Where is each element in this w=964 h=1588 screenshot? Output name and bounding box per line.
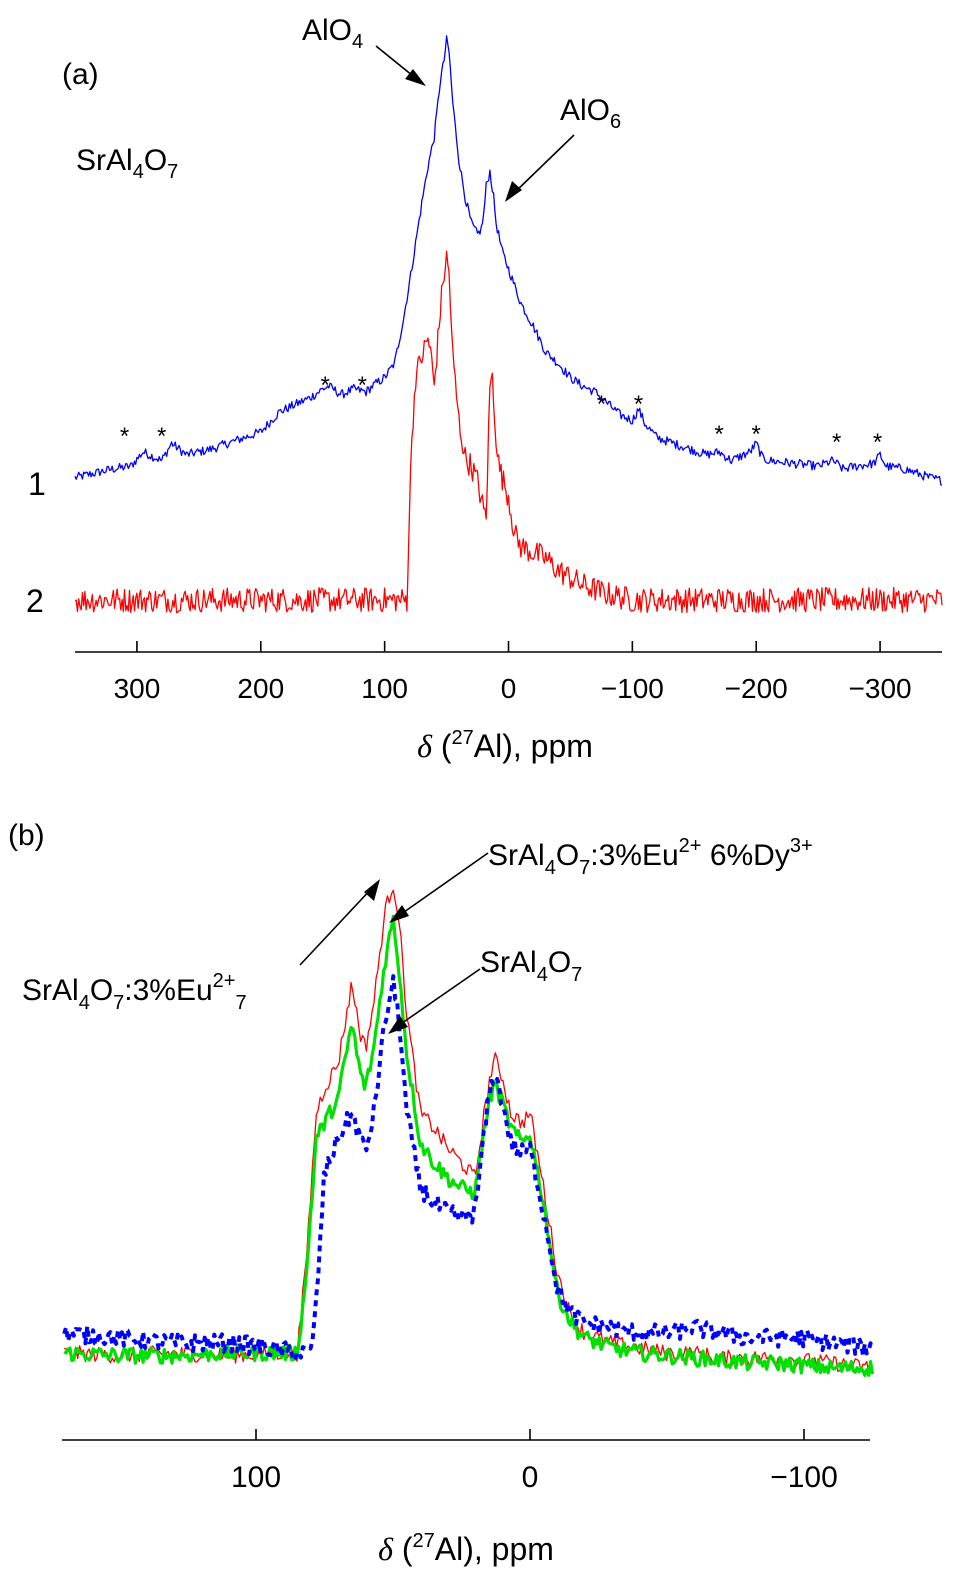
x-tick-label: −100 bbox=[601, 673, 664, 704]
spectrum-a-series-2 bbox=[74, 250, 943, 614]
eu-sample-annotation: SrAl4O7:3%Eu2+7 bbox=[22, 970, 247, 1014]
x-tick-label: 200 bbox=[237, 673, 284, 704]
undoped-sample-annotation: SrAl4O7 bbox=[480, 946, 582, 986]
x-tick-label: 100 bbox=[231, 1461, 281, 1494]
sideband-star: * bbox=[832, 429, 841, 456]
alo6-annotation: AlO6 bbox=[560, 94, 621, 133]
sideband-star: * bbox=[597, 391, 606, 418]
panel-a-label: (a) bbox=[62, 58, 99, 91]
sideband-star: * bbox=[752, 421, 761, 448]
panel-b-x-ticks: 100 0 −100 bbox=[231, 1429, 838, 1494]
alo6-arrow-line bbox=[511, 134, 575, 196]
panel-b-series-group bbox=[62, 889, 875, 1378]
sideband-star: * bbox=[321, 372, 330, 399]
sideband-star: * bbox=[873, 429, 882, 456]
panel-a-x-ticks: 300 200 100 0 −100 −200 −300 bbox=[114, 641, 912, 704]
spectrum-b-series-2 bbox=[63, 914, 875, 1378]
eu-dy-sample-arrow-head bbox=[389, 905, 409, 923]
sideband-star: * bbox=[714, 421, 723, 448]
x-tick-label: 0 bbox=[522, 1461, 539, 1494]
spectrum-b-series-3 bbox=[62, 974, 875, 1363]
x-tick-label: −100 bbox=[770, 1461, 838, 1494]
eu-sample-arrow-line bbox=[299, 886, 374, 966]
panel-a-x-axis-label: δ (27Al), ppm bbox=[417, 727, 593, 764]
panel-b-label: (b) bbox=[8, 819, 45, 852]
panel-b-x-axis-label: δ (27Al), ppm bbox=[378, 1530, 554, 1567]
series-2-label: 2 bbox=[26, 583, 44, 619]
sideband-star: * bbox=[120, 423, 129, 450]
panel-a-series-group bbox=[74, 35, 943, 614]
alo4-arrow-head bbox=[405, 69, 426, 86]
x-tick-label: 300 bbox=[114, 673, 161, 704]
sideband-star: * bbox=[157, 423, 166, 450]
x-tick-label: 0 bbox=[501, 673, 517, 704]
sideband-star: * bbox=[634, 391, 643, 418]
sideband-star: * bbox=[358, 372, 367, 399]
alo6-arrow-head bbox=[505, 181, 522, 202]
undoped-sample-arrow-line bbox=[394, 968, 481, 1029]
undoped-sample-arrow-head bbox=[388, 1016, 408, 1034]
x-tick-label: −200 bbox=[725, 673, 788, 704]
eu-sample-arrow-head bbox=[364, 879, 380, 901]
eu-dy-sample-annotation: SrAl4O7:3%Eu2+ 6%Dy3+ bbox=[488, 835, 813, 879]
spectrum-b-series-1 bbox=[63, 889, 873, 1373]
panel-b: (b) SrAl4O7:3%Eu2+7 SrAl4O7:3%Eu2+ 6%Dy3… bbox=[8, 819, 875, 1567]
series-1-label: 1 bbox=[28, 466, 46, 502]
alo4-annotation: AlO4 bbox=[302, 14, 363, 53]
x-tick-label: 100 bbox=[361, 673, 408, 704]
panel-a: (a) SrAl4O7 1 2 AlO4 AlO6 * * * * * * * * * * 300… bbox=[26, 14, 943, 764]
x-tick-label: −300 bbox=[849, 673, 912, 704]
spectrum-a-series-1 bbox=[74, 35, 943, 486]
eu-dy-sample-arrow-line bbox=[396, 852, 489, 918]
panel-a-sample-label: SrAl4O7 bbox=[76, 144, 178, 183]
spinning-sideband-markers: * * * * * * * * * * bbox=[120, 372, 882, 456]
